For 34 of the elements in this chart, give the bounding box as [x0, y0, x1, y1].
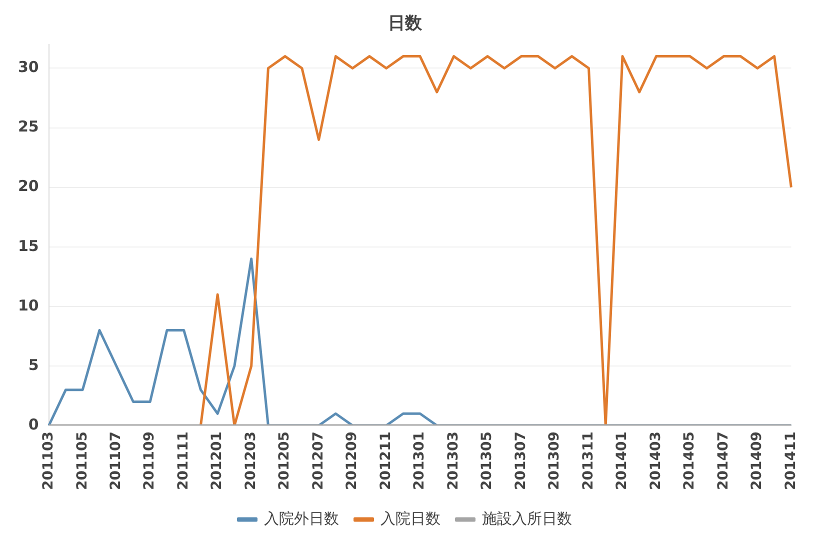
x-tick-label: 201303 — [445, 432, 462, 490]
x-tick-label: 201109 — [142, 432, 158, 490]
x-tick-label: 201403 — [648, 432, 664, 490]
x-tick-label: 201105 — [74, 432, 90, 490]
x-tick-label: 201111 — [175, 432, 192, 490]
x-tick-label: 201209 — [344, 432, 360, 490]
x-tick-label: 201205 — [276, 432, 293, 490]
y-tick-label: 25 — [18, 118, 39, 136]
x-tick-label: 201401 — [614, 432, 630, 490]
x-tick-label: 201203 — [242, 432, 259, 490]
x-tick-label: 201305 — [479, 432, 496, 490]
x-tick-label: 201207 — [310, 432, 326, 490]
x-tick-label: 201409 — [749, 432, 766, 490]
x-tick-label: 201107 — [108, 432, 124, 490]
x-tick-label: 201307 — [512, 432, 529, 490]
legend-label: 入院日数 — [380, 509, 440, 528]
x-tick-label: 201309 — [546, 432, 563, 490]
legend-label: 入院外日数 — [264, 509, 339, 528]
y-tick-label: 5 — [28, 356, 39, 374]
chart-title: 日数 — [388, 14, 423, 34]
y-tick-label: 30 — [18, 58, 39, 76]
y-tick-label: 0 — [28, 415, 39, 434]
x-tick-label: 201301 — [412, 432, 428, 490]
x-tick-label: 201405 — [682, 432, 698, 490]
x-tick-label: 201311 — [580, 432, 596, 490]
x-tick-label: 201201 — [209, 432, 226, 490]
legend-label: 施設入所日数 — [482, 509, 572, 528]
x-tick-label: 201407 — [715, 432, 732, 490]
y-tick-label: 10 — [18, 296, 39, 314]
x-tick-label: 201103 — [40, 432, 57, 490]
y-tick-label: 15 — [18, 236, 39, 255]
x-tick-label: 201211 — [378, 432, 394, 490]
y-tick-label: 20 — [18, 177, 39, 196]
x-tick-label: 201411 — [782, 432, 799, 490]
